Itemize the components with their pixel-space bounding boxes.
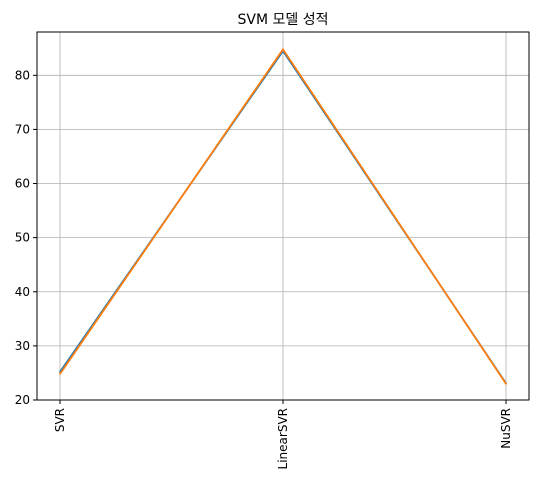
y-tick-label: 70 xyxy=(15,122,30,136)
grid xyxy=(37,32,529,401)
x-tick-label: LinearSVR xyxy=(276,408,290,469)
series-2-point xyxy=(59,373,61,375)
series-2-point xyxy=(505,382,507,385)
y-tick-label: 60 xyxy=(15,177,30,191)
y-tick-label: 80 xyxy=(15,68,30,82)
x-tick-label: NuSVR xyxy=(499,408,513,449)
chart-title: SVM 모델 성적 xyxy=(238,12,329,28)
y-tick-label: 30 xyxy=(15,339,30,353)
y-tick-label: 20 xyxy=(15,393,30,407)
y-tick-label: 40 xyxy=(15,285,30,299)
x-tick-label: SVR xyxy=(53,408,67,432)
series-layer xyxy=(59,48,507,385)
y-tick-label: 50 xyxy=(15,231,30,245)
axis-ticks: 20 30 40 50 60 70 80 SVR LinearSVR NuSVR xyxy=(15,68,513,469)
series-2-point xyxy=(282,48,284,51)
